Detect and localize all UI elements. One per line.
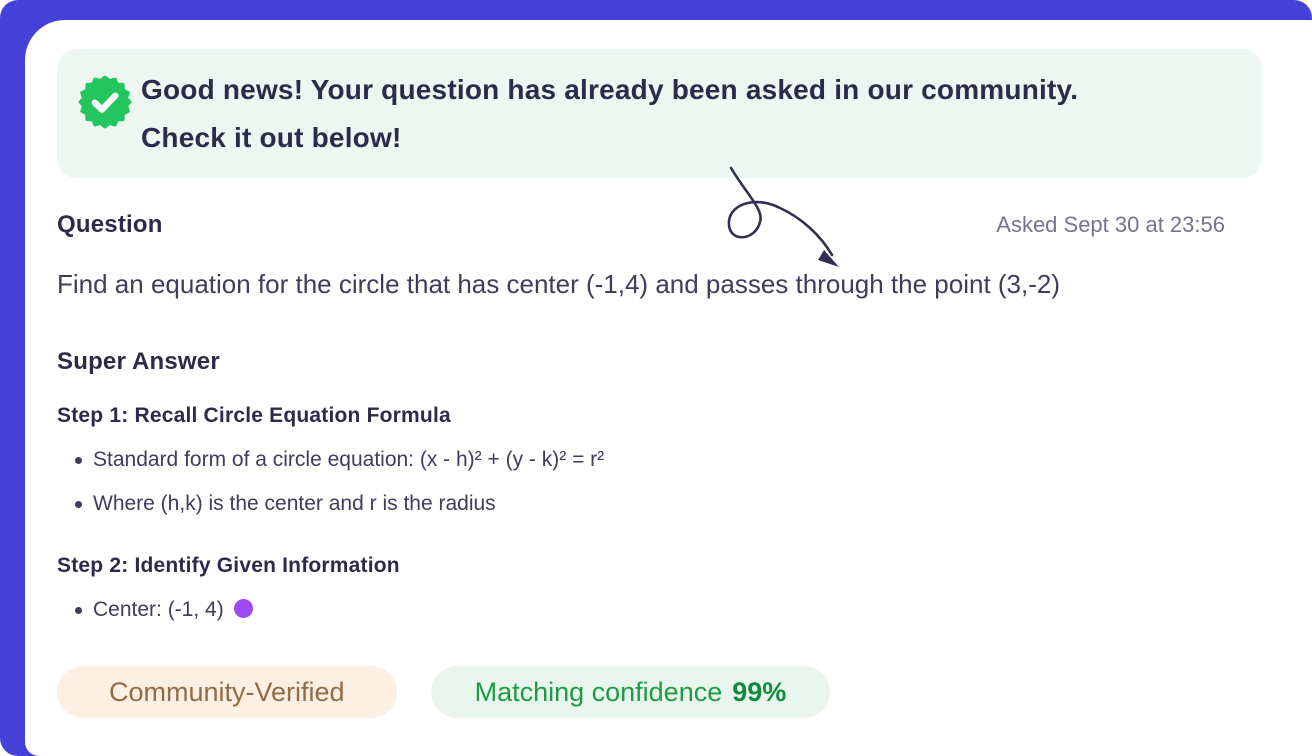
bullet-item: Center: (-1, 4) <box>57 588 1280 632</box>
asked-timestamp: Asked Sept 30 at 23:56 <box>996 212 1225 237</box>
step-title: Step 2: Identify Given Information <box>57 554 400 577</box>
bullet-item: Standard form of a circle equation: (x -… <box>57 438 1280 482</box>
community-verified-badge: Community-Verified <box>57 666 397 718</box>
content-card: Good news! Your question has already bee… <box>25 20 1312 756</box>
bullet-item: Where (h,k) is the center and r is the r… <box>57 482 1280 526</box>
banner-message: Good news! Your question has already bee… <box>141 74 1079 153</box>
confidence-value: 99% <box>732 676 787 707</box>
question-heading: Question <box>57 211 163 238</box>
answer-step-2: Step 2: Identify Given Information Cente… <box>57 554 1280 632</box>
streaming-cursor-dot <box>233 599 253 618</box>
matching-confidence-badge: Matching confidence 99% <box>430 666 831 718</box>
answer-step-1: Step 1: Recall Circle Equation Formula S… <box>57 404 1280 526</box>
question-text: Find an equation for the circle that has… <box>57 269 1061 299</box>
confidence-label: Matching confidence <box>474 676 723 707</box>
success-banner: Good news! Your question has already bee… <box>57 49 1262 178</box>
step-title: Step 1: Recall Circle Equation Formula <box>57 404 451 427</box>
super-answer-heading: Super Answer <box>57 348 220 375</box>
verified-check-seal-icon <box>78 75 132 129</box>
